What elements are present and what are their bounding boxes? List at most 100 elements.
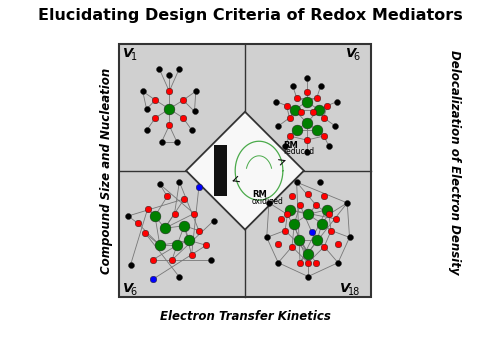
Point	[160, 225, 168, 231]
Point	[327, 228, 335, 233]
Point	[320, 115, 328, 121]
Point	[144, 206, 152, 211]
Point	[274, 123, 282, 129]
Text: RM: RM	[284, 141, 298, 150]
Point	[179, 97, 187, 103]
Point	[190, 109, 198, 114]
Point	[158, 139, 166, 145]
Point	[148, 257, 156, 263]
Point	[334, 242, 342, 247]
Text: reduced: reduced	[284, 147, 315, 156]
Point	[296, 202, 304, 208]
Point	[290, 221, 298, 226]
Point	[166, 89, 173, 94]
Point	[168, 257, 176, 263]
Point	[320, 244, 328, 249]
Point	[138, 89, 146, 94]
Point	[176, 179, 184, 185]
Point	[141, 231, 149, 236]
Point	[332, 216, 340, 222]
Text: 6: 6	[354, 52, 360, 62]
Point	[302, 137, 310, 143]
Text: V: V	[123, 282, 133, 294]
Point	[192, 89, 200, 94]
Point	[276, 216, 284, 222]
Text: oxidized: oxidized	[252, 196, 284, 206]
Point	[296, 260, 304, 265]
Point	[166, 123, 173, 128]
Point	[173, 139, 181, 145]
Point	[179, 115, 187, 121]
Text: 6: 6	[131, 287, 137, 296]
Point	[173, 243, 181, 248]
Point	[281, 228, 289, 233]
Point	[313, 127, 321, 132]
Point	[317, 83, 325, 88]
Point	[290, 107, 298, 113]
Text: V: V	[346, 47, 356, 60]
Polygon shape	[186, 112, 304, 230]
Point	[296, 109, 304, 115]
Point	[124, 213, 132, 219]
Point	[288, 244, 296, 249]
Point	[195, 184, 203, 189]
Point	[292, 95, 300, 100]
Point	[163, 194, 171, 199]
Point	[333, 99, 341, 104]
Point	[292, 127, 300, 132]
Point	[325, 212, 333, 217]
Point	[166, 106, 173, 112]
Point	[288, 83, 296, 88]
Text: Elucidating Design Criteria of Redox Mediators: Elucidating Design Criteria of Redox Med…	[38, 8, 463, 23]
Point	[313, 95, 321, 100]
Point	[170, 211, 178, 216]
Point	[207, 257, 215, 263]
Text: V: V	[123, 47, 133, 60]
Point	[295, 237, 303, 242]
Bar	[214, 145, 227, 196]
Point	[286, 207, 294, 213]
Point	[190, 211, 198, 216]
Point	[318, 221, 326, 226]
Point	[320, 193, 328, 199]
Point	[308, 229, 316, 234]
Point	[156, 182, 164, 187]
Text: 1: 1	[131, 52, 137, 62]
Point	[322, 207, 330, 213]
Point	[304, 260, 312, 265]
Point	[142, 106, 150, 112]
Point	[292, 179, 300, 185]
Point	[334, 260, 342, 265]
Point	[316, 179, 324, 185]
Point	[304, 274, 312, 279]
Point	[325, 143, 333, 149]
Point	[346, 235, 354, 240]
Point	[155, 66, 163, 71]
Point	[185, 238, 193, 243]
Point	[262, 235, 270, 240]
Point	[180, 223, 188, 228]
Point	[302, 120, 310, 126]
Point	[176, 274, 184, 280]
Text: RM: RM	[252, 190, 266, 199]
Point	[312, 202, 320, 208]
Point	[304, 191, 312, 196]
Point	[280, 143, 288, 149]
Point	[156, 243, 164, 248]
Point	[166, 72, 173, 78]
Point	[302, 99, 310, 104]
Point	[302, 89, 310, 94]
Point	[272, 99, 280, 104]
Point	[302, 76, 310, 81]
Point	[274, 242, 282, 247]
Point	[286, 133, 294, 139]
Point	[202, 243, 210, 248]
Point	[188, 252, 196, 258]
Point	[188, 128, 196, 133]
Point	[331, 123, 339, 129]
Text: 18: 18	[348, 287, 360, 296]
Text: Delocalization of Electron Density: Delocalization of Electron Density	[448, 50, 462, 274]
Point	[284, 212, 292, 217]
Point	[343, 200, 351, 206]
Point	[148, 277, 156, 282]
